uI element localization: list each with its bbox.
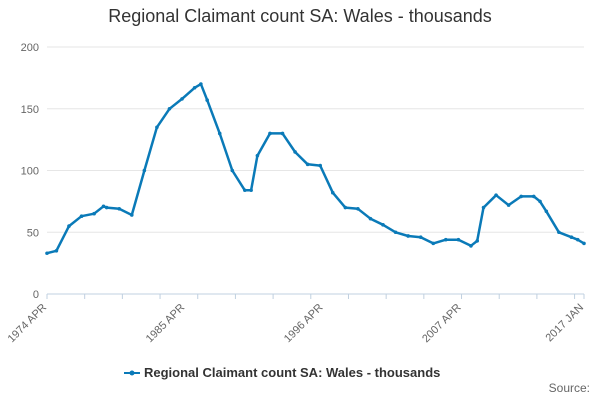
- data-point: [129, 213, 134, 217]
- y-tick-label: 100: [21, 166, 39, 178]
- data-point: [519, 194, 523, 199]
- data-point: [330, 190, 335, 195]
- data-point: [381, 223, 385, 227]
- data-point: [268, 131, 272, 136]
- data-point: [104, 205, 109, 210]
- data-point: [243, 188, 247, 193]
- data-point: [54, 248, 59, 253]
- data-point: [494, 193, 498, 197]
- data-point: [293, 150, 297, 154]
- legend-marker-dot: [129, 370, 135, 376]
- x-axis: 1974 APR 1985 APR 1996 APR 2007 APR 2017 JAN: [6, 293, 586, 346]
- y-tick-label: 0: [33, 289, 39, 301]
- data-point: [431, 241, 436, 246]
- x-tick-label: 1985 APR: [144, 302, 188, 346]
- data-point: [255, 153, 260, 158]
- data-point: [318, 163, 323, 168]
- x-tick-label: 2017 JAN: [543, 302, 586, 345]
- data-point: [155, 125, 159, 130]
- data-point: [192, 85, 197, 90]
- data-point: [356, 206, 360, 211]
- data-point: [475, 239, 480, 243]
- data-point: [67, 224, 71, 228]
- data-point: [544, 209, 549, 214]
- legend-label: Regional Claimant count SA: Wales - thou…: [144, 365, 440, 380]
- data-point: [531, 194, 536, 199]
- data-point: [506, 203, 511, 207]
- y-tick-label: 150: [21, 104, 39, 116]
- data-point: [230, 168, 235, 173]
- data-point: [538, 199, 542, 204]
- data-point: [481, 205, 486, 210]
- data-point: [569, 235, 574, 239]
- data-point: [406, 234, 410, 238]
- data-point: [575, 237, 580, 242]
- grid-lines: [47, 46, 584, 233]
- data-point: [249, 188, 253, 193]
- data-point: [469, 244, 473, 248]
- legend[interactable]: Regional Claimant count SA: Wales - thou…: [124, 365, 440, 380]
- data-point: [444, 237, 448, 242]
- data-point: [557, 230, 561, 235]
- series-line: [46, 82, 585, 255]
- data-point: [101, 204, 106, 209]
- x-tick-label: 1996 APR: [282, 302, 326, 346]
- chart-title: Regional Claimant count SA: Wales - thou…: [108, 6, 492, 26]
- data-point: [393, 230, 398, 235]
- y-tick-label: 50: [27, 227, 39, 239]
- data-point: [217, 131, 222, 136]
- y-axis: 0 50 100 150 200: [21, 42, 39, 301]
- data-point: [167, 106, 172, 111]
- data-point: [180, 97, 184, 101]
- data-point: [117, 206, 122, 211]
- data-point: [199, 82, 203, 86]
- data-point: [456, 237, 461, 242]
- data-point: [142, 168, 147, 173]
- data-point: [368, 216, 373, 221]
- data-point: [205, 98, 209, 102]
- series-layer: [45, 82, 586, 256]
- data-point: [582, 241, 586, 246]
- y-tick-label: 200: [21, 42, 39, 54]
- data-point: [343, 205, 348, 210]
- data-point: [305, 162, 310, 167]
- data-point: [280, 131, 285, 136]
- data-point: [45, 251, 49, 256]
- data-point: [418, 235, 423, 239]
- data-point: [92, 211, 96, 216]
- x-tick-label: 1974 APR: [6, 302, 50, 346]
- source-label: Source:: [548, 381, 590, 395]
- x-tick-label: 2007 APR: [420, 302, 464, 346]
- data-point: [79, 214, 84, 218]
